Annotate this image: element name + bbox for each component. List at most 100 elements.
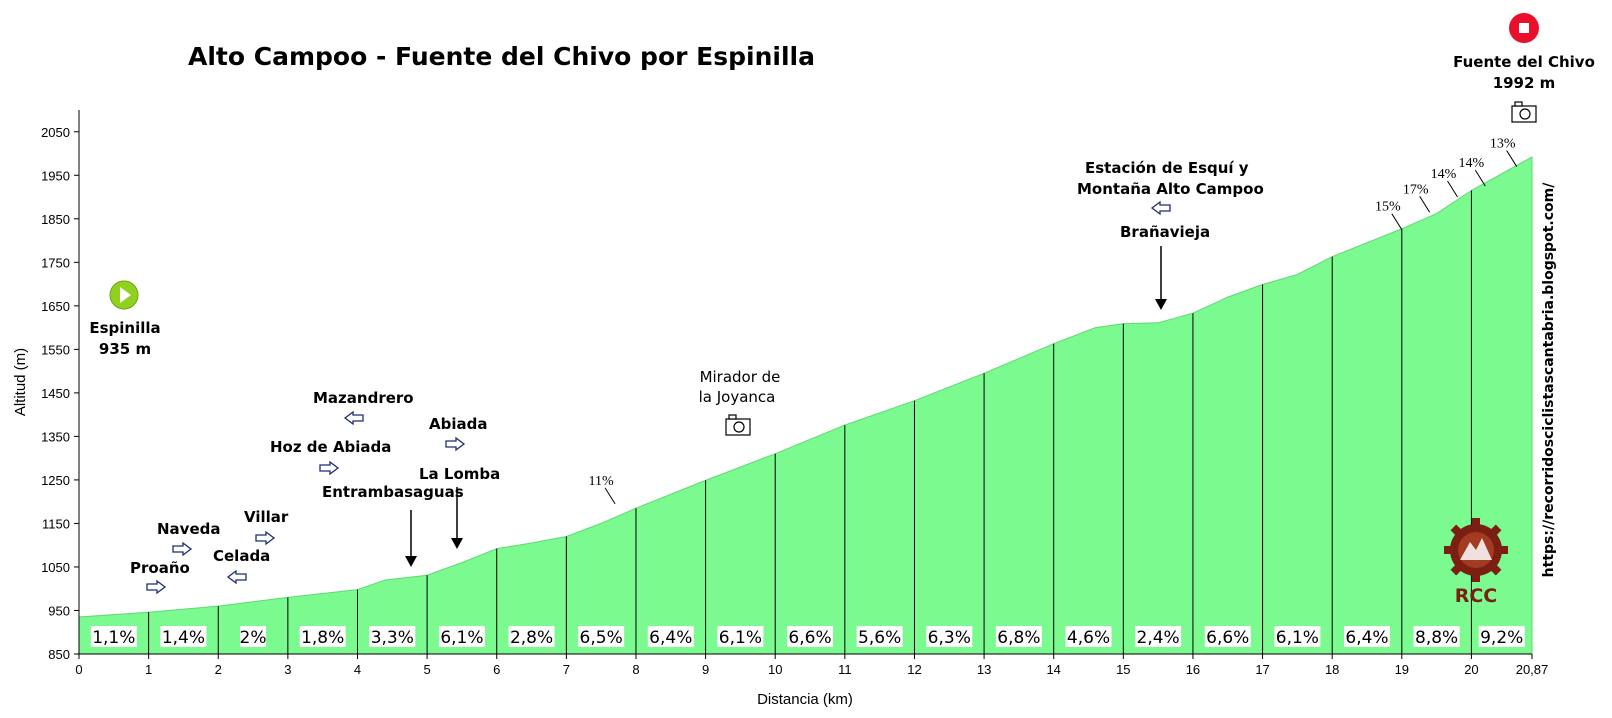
x-tick-group: 0 1 2 3 4 5 6 7 8 9 10 11 12 13 14 15 16 17 18 19 20 20,87 [75, 654, 1548, 677]
segment-gradient-label: 2% [240, 628, 267, 648]
gradient-label-bg [578, 626, 625, 647]
waypoint-naveda: Naveda [157, 520, 221, 557]
arrow-left-icon [1150, 200, 1171, 216]
axes [78, 110, 1532, 655]
arrow-right-icon [255, 530, 276, 546]
gradient-label-bg [369, 626, 416, 647]
gradient-label-bg [647, 626, 694, 647]
x-tick-label: 1 [145, 662, 152, 677]
gradient-label-bg [1478, 626, 1525, 647]
max-slope-label: 11% [589, 474, 614, 489]
y-tick-label: 1850 [41, 212, 70, 227]
waypoint-label: Hoz de Abiada [270, 438, 391, 456]
gradient-label-bg [787, 626, 834, 647]
y-tick-label: 1450 [41, 386, 70, 401]
waypoint-hoz-de-abiada: Hoz de Abiada [270, 438, 391, 476]
gradient-label-bg [995, 626, 1042, 647]
gradient-label-bg [1065, 626, 1112, 647]
arrow-down-icon [405, 510, 417, 567]
waypoint-villar: Villar [244, 508, 289, 546]
max-slope-leader [1391, 213, 1403, 230]
waypoint-label-line1: Estación de Esquí y [1085, 159, 1249, 177]
segment-gradient-label: 6,3% [928, 628, 971, 648]
segment-gradient-label: 6,4% [1345, 628, 1388, 648]
stop-icon [1519, 23, 1529, 33]
camera-icon [1511, 101, 1537, 123]
max-slope-leader [1447, 180, 1458, 198]
x-tick-label: 13 [977, 662, 991, 677]
segment-gradient-label: 3,3% [371, 628, 414, 648]
gradient-label-bg [717, 626, 764, 647]
x-tick-label: 11 [838, 662, 852, 677]
gradient-label-bg [856, 626, 903, 647]
segment-gradient-label: 5,6% [858, 628, 901, 648]
y-tick-label: 1050 [41, 560, 70, 575]
camera-icon [725, 414, 751, 436]
x-tick-label: 18 [1325, 662, 1339, 677]
finish-elevation: 1992 m [1493, 74, 1556, 92]
max-slope-leader [1506, 150, 1518, 167]
waypoint-label: La Lomba [419, 465, 500, 483]
y-tick-label: 1650 [41, 299, 70, 314]
gradient-label-bg [1274, 626, 1321, 647]
y-tick-label: 2050 [41, 125, 70, 140]
x-tick-label: 6 [493, 662, 500, 677]
x-tick-label: 12 [907, 662, 921, 677]
waypoint-celada: Celada [213, 547, 270, 585]
gradient-label-bg [508, 626, 555, 647]
x-tick-label: 16 [1186, 662, 1200, 677]
waypoint-estacion-esqui: Estación de Esquí y Montaña Alto Campoo [1077, 159, 1264, 216]
gradient-label-bg [1204, 626, 1251, 647]
waypoint-branavieja: Brañavieja [1120, 223, 1210, 310]
max-slope-leader [1419, 196, 1431, 213]
rcc-logo: RCC [1444, 518, 1508, 607]
max-slope-leader [1474, 169, 1486, 187]
gradient-label-bg [1135, 626, 1182, 647]
gradient-label-bg [926, 626, 973, 647]
segment-gradient-label: 6,8% [997, 628, 1040, 648]
finish-name: Fuente del Chivo [1453, 53, 1595, 71]
y-tick-label: 1250 [41, 473, 70, 488]
start-marker: Espinilla 935 m [89, 280, 161, 358]
waypoint-label: Villar [244, 508, 289, 526]
waypoint-abiada: Abiada [429, 415, 487, 452]
segment-gradient-label: 6,6% [788, 628, 831, 648]
elevation-fill [78, 156, 1533, 655]
waypoint-label-line2: Montaña Alto Campoo [1077, 180, 1264, 198]
x-tick-label: 20 [1464, 662, 1478, 677]
x-tick-label: 5 [423, 662, 430, 677]
y-tick-label: 850 [48, 647, 70, 662]
waypoint-label: Proaño [130, 559, 190, 577]
y-tick-label: 1750 [41, 255, 70, 270]
play-icon [120, 287, 131, 303]
mountain-icon [1460, 538, 1492, 560]
y-tick-label: 1150 [42, 516, 70, 531]
gradient-label-bg [160, 626, 207, 647]
start-name: Espinilla [89, 319, 160, 337]
segment-gradient-label: 6,5% [580, 628, 623, 648]
logo-text: RCC [1455, 585, 1498, 607]
elevation-area [78, 156, 1533, 655]
segment-gradient-label: 9,2% [1480, 628, 1523, 648]
waypoint-label: Entrambasaguas [322, 483, 464, 501]
waypoint-label: Brañavieja [1120, 223, 1210, 241]
x-tick-label: 19 [1395, 662, 1409, 677]
y-axis-label: Altitud (m) [12, 348, 29, 416]
waypoint-proano: Proaño [130, 559, 190, 595]
max-slope-label: 15% [1375, 200, 1401, 215]
x-tick-label: 14 [1046, 662, 1060, 677]
x-tick-label: 9 [702, 662, 709, 677]
segment-gradient-label: 4,6% [1067, 628, 1110, 648]
y-tick-group: 850 950 1050 1150 1250 1350 1450 1550 1650 1750 18… [41, 125, 79, 662]
segment-gradient-label: 6,4% [649, 628, 692, 648]
segment-gradient-label: 1,4% [162, 628, 205, 648]
segment-gradient-label: 1,8% [301, 628, 344, 648]
y-tick-label: 950 [48, 603, 70, 618]
arrow-down-icon [1155, 246, 1167, 310]
x-tick-label: 15 [1116, 662, 1130, 677]
finish-marker: Fuente del Chivo 1992 m [1453, 13, 1595, 123]
x-axis-label: Distancia (km) [757, 691, 853, 708]
waypoint-label: Celada [213, 547, 270, 565]
gradient-label-bg [438, 626, 485, 647]
x-tick-label: 2 [215, 662, 222, 677]
